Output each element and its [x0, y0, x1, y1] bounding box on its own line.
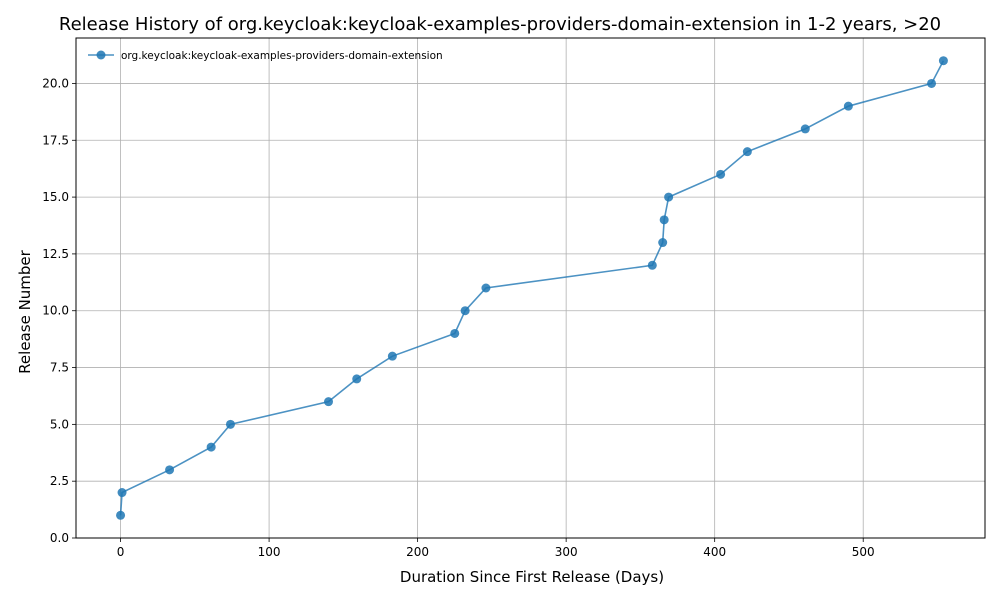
data-point	[843, 101, 853, 111]
y-tick-label: 5.0	[50, 417, 69, 431]
y-tick-label: 0.0	[50, 531, 69, 545]
data-point	[647, 260, 657, 270]
legend: org.keycloak:keycloak-examples-providers…	[88, 50, 443, 62]
legend-label: org.keycloak:keycloak-examples-providers…	[121, 50, 443, 62]
plot-frame	[75, 37, 986, 539]
data-point	[481, 283, 491, 293]
data-point	[664, 192, 674, 202]
series-line	[119, 60, 945, 516]
grid-lines	[76, 38, 985, 539]
x-axis-ticks: 0 100 200 300 400 500	[117, 538, 875, 559]
y-axis-label: Release Number	[16, 249, 34, 373]
y-tick-label: 7.5	[50, 361, 69, 375]
y-tick-label: 10.0	[42, 304, 69, 318]
legend-marker	[96, 50, 106, 60]
data-point	[165, 465, 175, 475]
x-axis-label: Duration Since First Release (Days)	[400, 568, 664, 586]
x-tick-label: 100	[258, 545, 281, 559]
data-point	[387, 351, 397, 361]
x-tick-label: 500	[852, 545, 875, 559]
data-point	[460, 306, 470, 316]
data-point	[324, 397, 333, 407]
y-tick-label: 2.5	[50, 474, 69, 488]
data-point	[450, 328, 460, 338]
chart-title: Release History of org.keycloak:keycloak…	[59, 14, 941, 35]
series-layer	[116, 56, 948, 520]
data-point	[800, 124, 810, 134]
y-tick-label: 15.0	[42, 190, 69, 204]
data-point	[116, 510, 126, 520]
data-point	[659, 215, 669, 225]
y-tick-label: 20.0	[42, 76, 69, 90]
data-point	[225, 419, 235, 429]
data-point	[658, 238, 668, 248]
y-axis-ticks: 0.0 2.5 5.0 7.5 10.0 12.5 15.0 17.5 20.0	[42, 76, 76, 545]
data-point	[927, 78, 937, 88]
data-point	[206, 442, 216, 452]
x-tick-label: 400	[703, 545, 726, 559]
x-tick-label: 0	[117, 545, 125, 559]
data-point	[117, 488, 127, 498]
y-tick-label: 12.5	[42, 247, 69, 261]
x-tick-label: 200	[406, 545, 429, 559]
x-tick-label: 300	[555, 545, 578, 559]
data-point	[742, 147, 752, 157]
data-point	[716, 169, 726, 179]
data-point	[352, 374, 362, 384]
data-point	[938, 56, 948, 66]
y-tick-label: 17.5	[42, 133, 69, 147]
